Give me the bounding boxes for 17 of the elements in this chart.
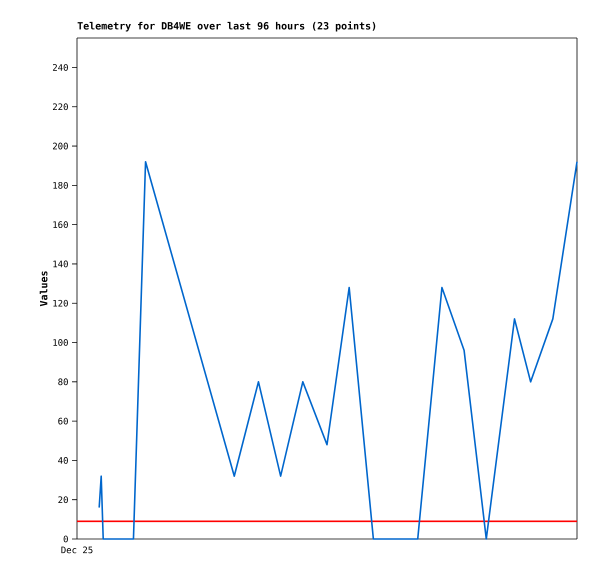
chart-title: Telemetry for DB4WE over last 96 hours (23 points) <box>78 21 376 32</box>
y-tick-label: 240 <box>52 64 68 71</box>
y-tick-label: 200 <box>52 142 68 150</box>
y-axis-title: Values <box>40 271 48 306</box>
y-tick-label: 80 <box>58 378 68 386</box>
text: Dec 25 <box>61 546 92 554</box>
y-tick-label: 180 <box>53 182 68 189</box>
y-tick-label: 100 <box>53 339 68 346</box>
y-tick-label: 220 <box>52 103 68 110</box>
y-tick-label: 140 <box>53 260 68 268</box>
y-tick-label: 60 <box>58 418 68 425</box>
line-series <box>98 160 578 540</box>
y-tick-label: 0 <box>64 536 68 542</box>
y-tick-label: 40 <box>58 457 68 464</box>
y-tick-label: 160 <box>53 221 68 228</box>
y-tick-label: 120 <box>53 300 68 307</box>
y-tick-label: 20 <box>58 496 68 504</box>
